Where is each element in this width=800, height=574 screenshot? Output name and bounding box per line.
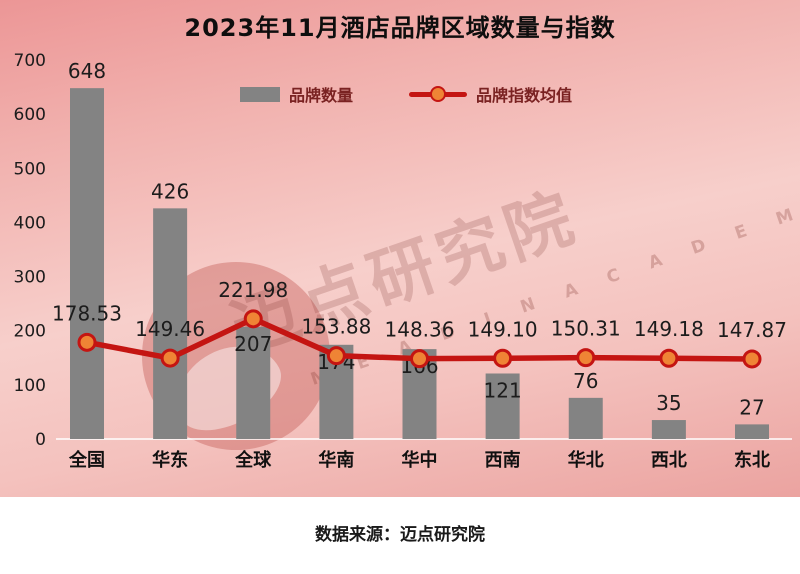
x-label-西北: 西北 <box>651 450 687 471</box>
chart-legend: 品牌数量 品牌指数均值 <box>240 82 572 106</box>
line-value-东北: 147.87 <box>717 318 787 342</box>
bar-西北 <box>651 420 686 439</box>
bar-value-全国: 648 <box>68 59 106 83</box>
y-tick-100: 100 <box>14 376 46 396</box>
bar-value-东北: 27 <box>739 395 764 419</box>
bar-全国 <box>70 88 104 439</box>
chart-title: 2023年11月酒店品牌区域数量与指数 <box>184 14 616 42</box>
marker-西北 <box>659 348 679 368</box>
x-label-东北: 东北 <box>734 449 770 471</box>
marker-华北 <box>576 348 596 368</box>
y-tick-0: 0 <box>35 430 46 450</box>
x-label-华东: 华东 <box>152 449 188 471</box>
y-tick-500: 500 <box>14 159 46 179</box>
bar-东北 <box>735 424 769 439</box>
chart-canvas: 0100200300400500600700648全国426华东207全球174… <box>13 51 787 471</box>
line-value-全国: 178.53 <box>52 301 122 325</box>
y-tick-200: 200 <box>14 322 46 342</box>
marker-华南 <box>326 346 346 366</box>
bar-value-全球: 207 <box>234 332 272 356</box>
line-value-西南: 149.10 <box>468 317 538 341</box>
bar-swatch-icon <box>240 86 280 102</box>
x-label-西南: 西南 <box>485 449 521 471</box>
bar-value-华东: 426 <box>151 179 189 203</box>
marker-华东 <box>160 348 180 368</box>
y-tick-400: 400 <box>14 213 46 233</box>
marker-华中 <box>410 349 429 369</box>
marker-东北 <box>742 349 762 369</box>
line-value-华中: 148.36 <box>385 318 455 342</box>
bar-华东 <box>153 208 188 439</box>
bar-value-华北: 76 <box>573 369 598 393</box>
legend-item-bars: 品牌数量 <box>240 82 353 106</box>
legend-bars-label: 品牌数量 <box>289 86 354 105</box>
line-value-西北: 149.18 <box>634 317 704 341</box>
line-value-华东: 149.46 <box>135 317 205 341</box>
x-label-华南: 华南 <box>318 449 354 471</box>
marker-全国 <box>77 332 97 352</box>
chart-area: 2023年11月酒店品牌区域数量与指数 迈点研究院 M E A D I N A … <box>0 0 800 497</box>
bar-全球 <box>236 326 271 439</box>
x-label-全国: 全国 <box>68 449 105 471</box>
y-tick-700: 700 <box>14 51 46 71</box>
line-value-华南: 153.88 <box>301 315 371 339</box>
legend-item-line: 品牌指数均值 <box>409 82 572 106</box>
x-label-华北: 华北 <box>568 449 604 471</box>
data-source-note: 数据来源：迈点研究院 <box>315 525 485 545</box>
marker-西南 <box>493 348 513 368</box>
y-tick-600: 600 <box>14 105 46 125</box>
bar-华北 <box>568 397 603 439</box>
line-swatch-icon <box>409 86 468 102</box>
legend-line-label: 品牌指数均值 <box>476 86 573 105</box>
x-label-全球: 全球 <box>234 449 272 471</box>
x-label-华中: 华中 <box>402 449 438 471</box>
bar-西南 <box>485 373 520 439</box>
bar-value-西南: 121 <box>484 378 522 402</box>
y-tick-300: 300 <box>14 268 46 288</box>
line-value-华北: 150.31 <box>551 317 621 341</box>
bar-value-西北: 35 <box>656 391 681 415</box>
marker-全球 <box>243 309 263 329</box>
line-value-全球: 221.98 <box>218 278 288 302</box>
